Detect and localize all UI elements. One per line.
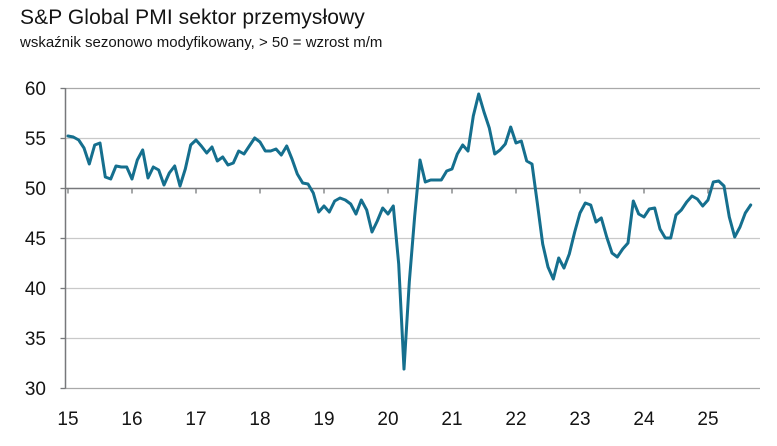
x-tick-label: 24	[633, 409, 655, 430]
y-tick-label: 50	[25, 179, 46, 200]
y-tick-label: 35	[25, 329, 46, 350]
x-tick-label: 20	[377, 409, 398, 430]
x-tick-label: 18	[249, 409, 270, 430]
y-tick-label: 30	[25, 379, 46, 400]
x-tick-label: 22	[505, 409, 526, 430]
chart-title: S&P Global PMI sektor przemysłowy	[20, 6, 365, 29]
pmi-series-line	[66, 92, 753, 371]
y-tick-label: 55	[25, 129, 46, 150]
x-tick-label: 17	[185, 409, 206, 430]
chart-subtitle: wskaźnik sezonowo modyfikowany, > 50 = w…	[20, 34, 383, 51]
x-tick-label: 21	[441, 409, 462, 430]
y-tick-label: 60	[25, 79, 46, 100]
x-tick-label: 15	[57, 409, 78, 430]
chart-header: S&P Global PMI sektor przemysłowy wskaźn…	[20, 6, 767, 51]
x-tick-label: 19	[313, 409, 334, 430]
y-tick-label: 45	[25, 229, 46, 250]
x-tick-label: 25	[697, 409, 718, 430]
x-tick-label: 16	[121, 409, 142, 430]
y-tick-label: 40	[25, 279, 46, 300]
x-tick-label: 23	[569, 409, 590, 430]
